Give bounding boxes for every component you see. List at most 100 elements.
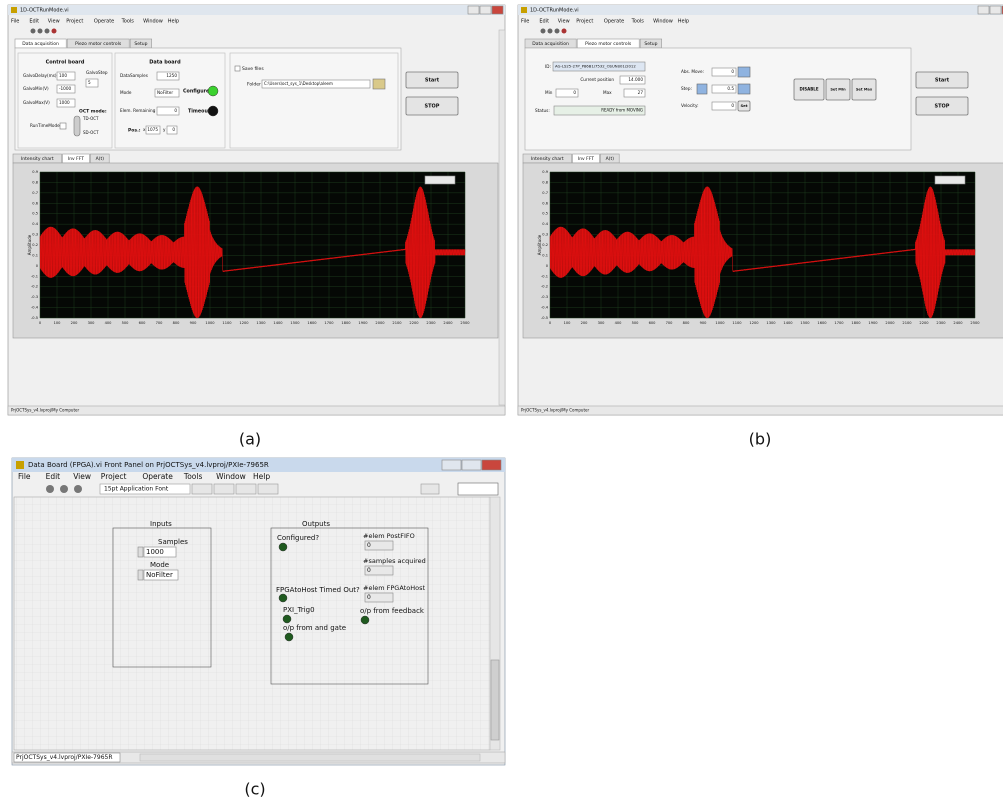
menu-item[interactable]: Window [216, 472, 246, 481]
search[interactable] [421, 484, 439, 494]
numeric[interactable]: 0 [573, 90, 576, 95]
tab-label[interactable]: Piezo motor controls [585, 41, 632, 47]
string[interactable]: READY from MOVING [601, 108, 643, 113]
menu-item[interactable]: Project [101, 472, 127, 481]
numeric[interactable]: 0 [174, 108, 177, 113]
graph-palette[interactable] [425, 176, 455, 184]
toolbar-icon[interactable] [555, 29, 560, 34]
menu-item[interactable]: File [11, 19, 19, 25]
toolbar-menu[interactable] [258, 484, 278, 494]
tab-label[interactable]: Intensity chart [21, 156, 54, 162]
ring[interactable]: NoFilter [157, 90, 173, 95]
set-min-button-label[interactable]: Set Min [830, 88, 846, 92]
tab-label[interactable]: Data acquisition [22, 41, 59, 47]
menu-item[interactable]: File [521, 19, 529, 25]
toolbar-icon[interactable] [562, 29, 567, 34]
path[interactable]: C:\Users\oct_sys_1\Desktop\aleem [264, 81, 333, 86]
graph-palette[interactable] [935, 176, 965, 184]
tab-label[interactable]: Piezo motor controls [75, 41, 122, 47]
set-button-label[interactable]: Set [740, 103, 747, 108]
tab-label[interactable]: Inv FFT [68, 156, 84, 162]
numeric[interactable]: 100 [59, 73, 67, 78]
spinner[interactable] [138, 570, 143, 580]
tab-label[interactable]: A(t) [96, 156, 105, 162]
tab-label[interactable]: Setup [134, 41, 147, 47]
toolbar-icon[interactable] [52, 29, 57, 34]
window-button[interactable] [480, 6, 491, 14]
menu-item[interactable]: Help [678, 19, 689, 25]
toolbar-icon[interactable] [46, 485, 54, 493]
menu-item[interactable]: Operate [142, 472, 173, 481]
window-button[interactable] [468, 6, 479, 14]
stop-button-label[interactable]: STOP [425, 104, 440, 110]
numeric[interactable]: -1000 [59, 86, 72, 91]
numeric[interactable]: 0 [172, 127, 175, 132]
menu-item[interactable]: View [48, 19, 60, 25]
menu-item[interactable]: Operate [94, 19, 114, 25]
menu-item[interactable]: View [73, 472, 91, 481]
spinner[interactable] [138, 547, 143, 557]
menu-item[interactable]: Help [168, 19, 179, 25]
indicator[interactable]: 0 [367, 567, 371, 574]
menu-item[interactable]: Tools [121, 19, 135, 25]
window-button[interactable] [442, 460, 461, 470]
set-max-button-label[interactable]: Set Max [856, 88, 873, 92]
indicator[interactable]: 0 [367, 542, 371, 549]
menu-item[interactable]: Help [253, 472, 270, 481]
string[interactable]: AG-LS25-27P_P86B1/7532_OSUNI/01/2012 [555, 64, 636, 69]
toolbar-icon[interactable] [541, 29, 546, 34]
toolbar-icon[interactable] [548, 29, 553, 34]
toolbar-menu[interactable] [214, 484, 234, 494]
checkbox[interactable] [235, 66, 240, 71]
numeric[interactable]: 1075 [147, 127, 158, 132]
checkbox[interactable] [60, 123, 66, 129]
window-button[interactable] [482, 460, 501, 470]
tab-label[interactable]: Data acquisition [532, 41, 569, 47]
menu-item[interactable]: Edit [539, 19, 549, 25]
mode-switch[interactable] [74, 116, 80, 136]
disable-button-label[interactable]: DISABLE [799, 87, 818, 92]
tab-label[interactable]: Inv FFT [578, 156, 594, 162]
menu-item[interactable]: Window [143, 19, 163, 25]
toolbar-icon[interactable] [38, 29, 43, 34]
toolbar-icon[interactable] [45, 29, 50, 34]
menu-item[interactable]: Project [66, 19, 83, 25]
tab-label[interactable]: A(t) [606, 156, 615, 162]
window-button[interactable] [492, 6, 503, 14]
numeric[interactable]: 0 [731, 103, 734, 108]
ring[interactable]: NoFilter [146, 571, 173, 579]
numeric[interactable]: 27 [638, 90, 644, 95]
browse-button[interactable] [373, 79, 385, 89]
menu-item[interactable]: Project [576, 19, 593, 25]
tab-label[interactable]: Setup [644, 41, 657, 47]
indicator[interactable]: 0 [367, 594, 371, 601]
menu-item[interactable]: Operate [604, 19, 624, 25]
menu-item[interactable]: Tools [631, 19, 645, 25]
toolbar-menu[interactable] [236, 484, 256, 494]
start-button-label[interactable]: Start [425, 78, 440, 84]
step-down[interactable] [697, 84, 707, 94]
step-up[interactable] [738, 84, 750, 94]
numeric[interactable]: 0 [731, 69, 734, 74]
numeric[interactable]: 14.000 [628, 77, 643, 82]
numeric[interactable]: 0.5 [727, 86, 734, 91]
numeric[interactable]: 1250 [166, 73, 177, 78]
menu-item[interactable]: File [18, 472, 31, 481]
numeric[interactable]: 1000 [59, 100, 70, 105]
stop-button-label[interactable]: STOP [935, 104, 950, 110]
menu-item[interactable]: Edit [46, 472, 61, 481]
menu-item[interactable]: Window [653, 19, 673, 25]
tab-label[interactable]: Intensity chart [531, 156, 564, 162]
toolbar-menu[interactable] [192, 484, 212, 494]
numeric[interactable]: 5 [88, 80, 91, 85]
window-button[interactable] [978, 6, 989, 14]
menu-item[interactable]: Edit [29, 19, 39, 25]
scroll-thumb[interactable] [491, 660, 499, 740]
toolbar-icon[interactable] [74, 485, 82, 493]
menu-item[interactable]: View [558, 19, 570, 25]
go-button[interactable] [738, 67, 750, 77]
menu-item[interactable]: Tools [183, 472, 203, 481]
toolbar-icon[interactable] [31, 29, 36, 34]
window-button[interactable] [462, 460, 481, 470]
toolbar-icon[interactable] [60, 485, 68, 493]
